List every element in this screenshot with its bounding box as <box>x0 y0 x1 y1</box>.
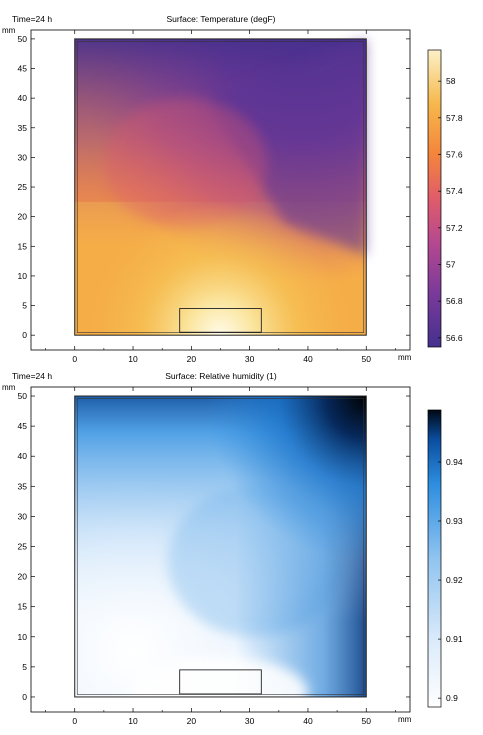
x-tick-label: 50 <box>362 354 372 364</box>
field-max-corner <box>74 396 367 697</box>
field-hot-spot <box>74 38 367 336</box>
field-heater-glow <box>133 656 308 730</box>
domain-outline <box>74 395 367 698</box>
x-tick-label: 30 <box>245 354 255 364</box>
y-tick-label: 0 <box>22 692 27 702</box>
x-tick-label: 0 <box>72 716 77 726</box>
y-tick-label: 30 <box>18 511 28 521</box>
colorbar-tick-label: 57.2 <box>446 223 463 233</box>
humidity-field <box>74 396 367 730</box>
colorbar-tick-label: 0.9 <box>446 693 458 703</box>
x-tick-label: 10 <box>128 716 138 726</box>
domain-inner-outline <box>76 41 365 333</box>
y-tick-label: 45 <box>18 64 28 74</box>
y-tick-label: 10 <box>18 271 28 281</box>
y-tick-label: 30 <box>18 152 28 162</box>
colorbar-tick-label: 56.8 <box>446 296 463 306</box>
x-tick-label: 20 <box>187 716 197 726</box>
colorbar-tick-label: 58 <box>446 76 456 86</box>
y-tick-label: 50 <box>18 391 28 401</box>
y-tick-label: 10 <box>18 632 28 642</box>
y-tick-label: 15 <box>18 241 28 251</box>
domain-inner-outline <box>76 398 365 695</box>
x-unit-label: mm <box>398 353 412 362</box>
y-tick-label: 35 <box>18 481 28 491</box>
heater-block <box>179 669 262 695</box>
colorbar <box>427 49 442 348</box>
y-tick-label: 40 <box>18 451 28 461</box>
colorbar-tick-label: 57.6 <box>446 150 463 160</box>
plot-title: Surface: Temperature (degF) <box>167 14 276 24</box>
colorbar-tick-label: 0.94 <box>446 457 463 467</box>
y-tick-label: 0 <box>22 330 27 340</box>
x-unit-label: mm <box>398 715 412 724</box>
domain-outline <box>74 38 367 336</box>
y-tick-label: 25 <box>18 182 28 192</box>
x-tick-label: 20 <box>187 354 197 364</box>
plot-title: Surface: Relative humidity (1) <box>165 371 277 381</box>
x-tick-label: 10 <box>128 354 138 364</box>
y-tick-label: 5 <box>22 662 27 672</box>
x-tick-label: 30 <box>245 716 255 726</box>
y-tick-label: 15 <box>18 602 28 612</box>
time-label: Time=24 h <box>12 14 52 24</box>
colorbar-tick-label: 56.6 <box>446 333 463 343</box>
temperature-field <box>74 38 367 336</box>
x-tick-label: 40 <box>303 716 313 726</box>
y-tick-label: 5 <box>22 301 27 311</box>
x-tick-label: 40 <box>303 354 313 364</box>
humidity-plot: Time=24 h Surface: Relative humidity (1) m… <box>2 371 463 730</box>
y-tick-label: 45 <box>18 421 28 431</box>
x-tick-label: 0 <box>72 354 77 364</box>
colorbar-tick-label: 57.4 <box>446 186 463 196</box>
colorbar-tick-label: 0.92 <box>446 575 463 585</box>
y-unit-label: mm <box>2 26 16 35</box>
y-tick-label: 20 <box>18 572 28 582</box>
colorbar-tick-label: 0.93 <box>446 516 463 526</box>
y-tick-label: 25 <box>18 541 28 551</box>
colorbar-tick-label: 57.8 <box>446 113 463 123</box>
y-tick-label: 40 <box>18 93 28 103</box>
y-unit-label: mm <box>2 383 16 392</box>
time-label: Time=24 h <box>12 371 52 381</box>
heater-block <box>179 308 262 333</box>
y-tick-label: 35 <box>18 123 28 133</box>
colorbar-tick-label: 0.91 <box>446 634 463 644</box>
colorbar <box>427 409 442 708</box>
temperature-plot: Time=24 h Surface: Temperature (degF) mm mm… <box>2 14 463 364</box>
x-tick-label: 50 <box>362 716 372 726</box>
colorbar-tick-label: 57 <box>446 260 456 270</box>
y-tick-label: 50 <box>18 34 28 44</box>
y-tick-label: 20 <box>18 212 28 222</box>
